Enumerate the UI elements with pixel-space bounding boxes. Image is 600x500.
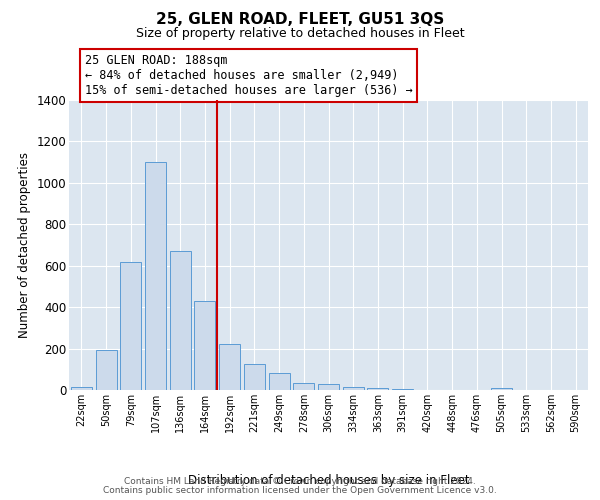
Text: 25 GLEN ROAD: 188sqm
← 84% of detached houses are smaller (2,949)
15% of semi-de: 25 GLEN ROAD: 188sqm ← 84% of detached h… xyxy=(85,54,412,97)
Bar xyxy=(71,387,92,390)
Text: Size of property relative to detached houses in Fleet: Size of property relative to detached ho… xyxy=(136,28,464,40)
Bar xyxy=(491,388,512,390)
Bar xyxy=(293,383,314,390)
Y-axis label: Number of detached properties: Number of detached properties xyxy=(18,152,31,338)
Bar xyxy=(244,364,265,390)
Bar xyxy=(367,388,388,390)
Bar xyxy=(194,301,215,390)
Bar xyxy=(95,350,116,390)
Text: Contains HM Land Registry data © Crown copyright and database right 2024.: Contains HM Land Registry data © Crown c… xyxy=(124,477,476,486)
Bar xyxy=(318,384,339,390)
Text: Contains public sector information licensed under the Open Government Licence v3: Contains public sector information licen… xyxy=(103,486,497,495)
Text: 25, GLEN ROAD, FLEET, GU51 3QS: 25, GLEN ROAD, FLEET, GU51 3QS xyxy=(156,12,444,28)
Bar xyxy=(120,262,141,390)
Bar xyxy=(219,344,240,390)
X-axis label: Distribution of detached houses by size in Fleet: Distribution of detached houses by size … xyxy=(188,474,469,487)
Bar xyxy=(343,387,364,390)
Bar xyxy=(392,389,413,390)
Bar xyxy=(145,162,166,390)
Bar xyxy=(170,251,191,390)
Bar xyxy=(269,374,290,390)
